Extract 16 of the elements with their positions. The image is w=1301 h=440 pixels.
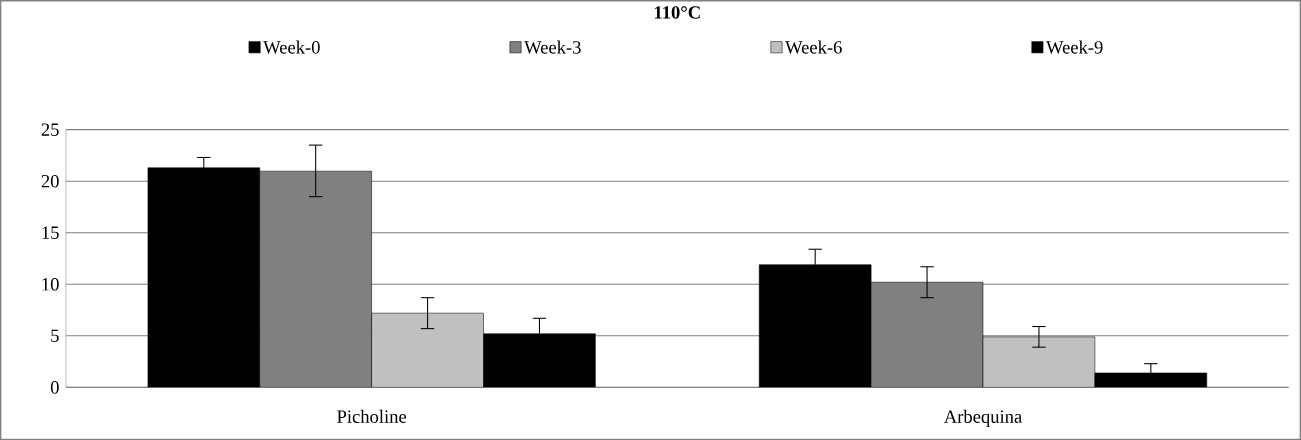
bar: [870, 281, 984, 388]
bar: [371, 312, 484, 388]
y-tick-label: 20: [41, 174, 59, 188]
legend-label: Week-3: [524, 40, 581, 54]
bar: [982, 336, 1096, 388]
legend-label: Week-6: [785, 40, 842, 54]
y-tick-label: 0: [50, 381, 59, 394]
y-tick-label: 5: [51, 329, 59, 343]
legend-label: Week-0: [263, 40, 320, 54]
y-tick-label: 25: [41, 123, 59, 136]
x-tick-label: Picholine: [337, 409, 407, 423]
y-tick-label: 10: [42, 278, 59, 291]
y-tick-label: 15: [42, 226, 59, 239]
legend-label: Week-9: [1046, 40, 1103, 54]
chart-title: 110°C: [654, 6, 700, 19]
x-tick-label: Arbequina: [943, 409, 1022, 427]
